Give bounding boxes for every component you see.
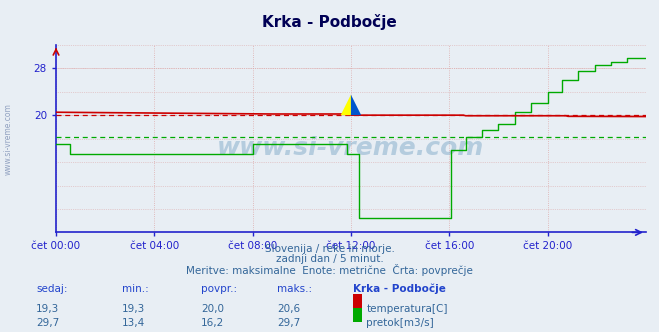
Text: 13,4: 13,4 (122, 318, 145, 328)
Text: pretok[m3/s]: pretok[m3/s] (366, 318, 434, 328)
Polygon shape (341, 95, 351, 115)
Text: Krka - Podbočje: Krka - Podbočje (262, 14, 397, 30)
Text: Meritve: maksimalne  Enote: metrične  Črta: povprečje: Meritve: maksimalne Enote: metrične Črta… (186, 264, 473, 276)
Text: 19,3: 19,3 (36, 304, 59, 314)
Text: 29,7: 29,7 (36, 318, 59, 328)
Text: maks.:: maks.: (277, 284, 312, 294)
Text: zadnji dan / 5 minut.: zadnji dan / 5 minut. (275, 254, 384, 264)
Text: www.si-vreme.com: www.si-vreme.com (217, 136, 484, 160)
Text: Slovenija / reke in morje.: Slovenija / reke in morje. (264, 244, 395, 254)
Text: Krka - Podbočje: Krka - Podbočje (353, 284, 445, 294)
Text: temperatura[C]: temperatura[C] (366, 304, 448, 314)
Text: 19,3: 19,3 (122, 304, 145, 314)
Text: sedaj:: sedaj: (36, 284, 68, 294)
Text: 20,6: 20,6 (277, 304, 300, 314)
Text: min.:: min.: (122, 284, 149, 294)
Polygon shape (351, 95, 361, 115)
Text: 29,7: 29,7 (277, 318, 300, 328)
Text: povpr.:: povpr.: (201, 284, 237, 294)
Text: www.si-vreme.com: www.si-vreme.com (3, 104, 13, 175)
Text: 20,0: 20,0 (201, 304, 224, 314)
Text: 16,2: 16,2 (201, 318, 224, 328)
